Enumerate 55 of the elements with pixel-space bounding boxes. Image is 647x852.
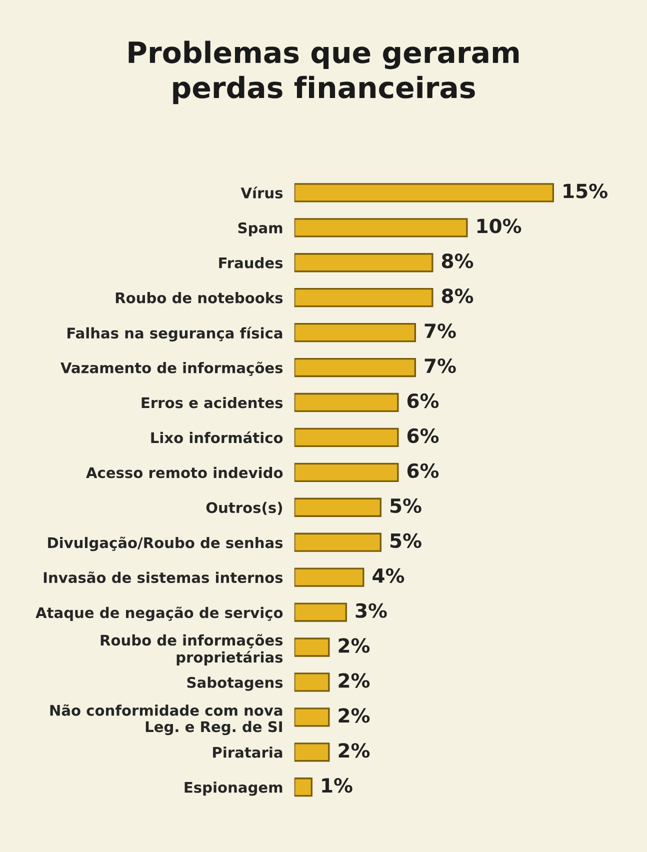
bar [294, 708, 330, 727]
bar [294, 288, 434, 308]
y-tick-label: Vazamento de informações [60, 362, 283, 376]
bar [294, 602, 347, 622]
data-label: 7% [424, 323, 456, 338]
bar [294, 322, 416, 342]
y-tick-label: Spam [238, 222, 282, 236]
bar [294, 532, 382, 552]
data-label: 2% [338, 673, 370, 688]
data-label: 10% [477, 218, 522, 234]
y-tick-label: Pirataria [213, 746, 282, 758]
y-tick-label: Fraudes [219, 257, 283, 268]
y-tick-label: Ataque de negação de serviço [36, 606, 283, 622]
y-tick-label: Lixo informático [151, 431, 283, 444]
y-tick-label: Falhas na segurança física [68, 326, 282, 342]
y-tick-label: Acesso remoto indevido [86, 466, 283, 478]
bar [294, 498, 382, 517]
y-tick-label: Não conformidade com nova Leg. e Reg. de SI [50, 704, 282, 736]
bar [294, 638, 330, 657]
data-label: 5% [390, 498, 422, 514]
data-label: 2% [338, 638, 370, 653]
bar [294, 462, 399, 482]
bar [294, 183, 554, 202]
bar [294, 778, 312, 797]
data-label: 7% [424, 358, 456, 374]
data-label: 1% [322, 778, 352, 793]
data-label: 6% [407, 428, 439, 444]
bar [294, 218, 468, 238]
y-tick-label: Erros e acidentes [142, 396, 283, 408]
y-tick-label: Espionagem [184, 782, 282, 796]
y-tick-label: Vírus [240, 186, 283, 198]
y-tick-label: Outros(s) [206, 502, 282, 515]
data-label: 6% [407, 463, 439, 478]
data-label: 5% [390, 533, 422, 548]
y-tick-label: Invasão de sistemas internos [44, 572, 283, 584]
y-tick-label: Roubo de notebooks [116, 292, 283, 304]
bar [294, 742, 330, 762]
bar [294, 392, 399, 412]
y-tick-label: Divulgação/Roubo de senhas [48, 536, 283, 552]
data-label: 8% [442, 288, 474, 304]
chart-title: Problemas que geraram perdas financeiras [128, 40, 519, 104]
bar [294, 253, 434, 272]
data-label: 15% [564, 184, 608, 198]
data-label: 6% [407, 393, 439, 408]
data-label: 4% [372, 568, 404, 583]
data-label: 8% [442, 254, 474, 268]
bar [294, 358, 416, 378]
data-label: 2% [338, 708, 370, 723]
y-tick-label: Sabotagens [187, 676, 283, 691]
data-label: 2% [338, 743, 370, 758]
y-tick-label: Roubo de informações proprietárias [100, 634, 283, 666]
bar [294, 428, 399, 448]
data-label: 3% [356, 603, 387, 618]
bar [294, 568, 364, 587]
bar [294, 672, 330, 692]
